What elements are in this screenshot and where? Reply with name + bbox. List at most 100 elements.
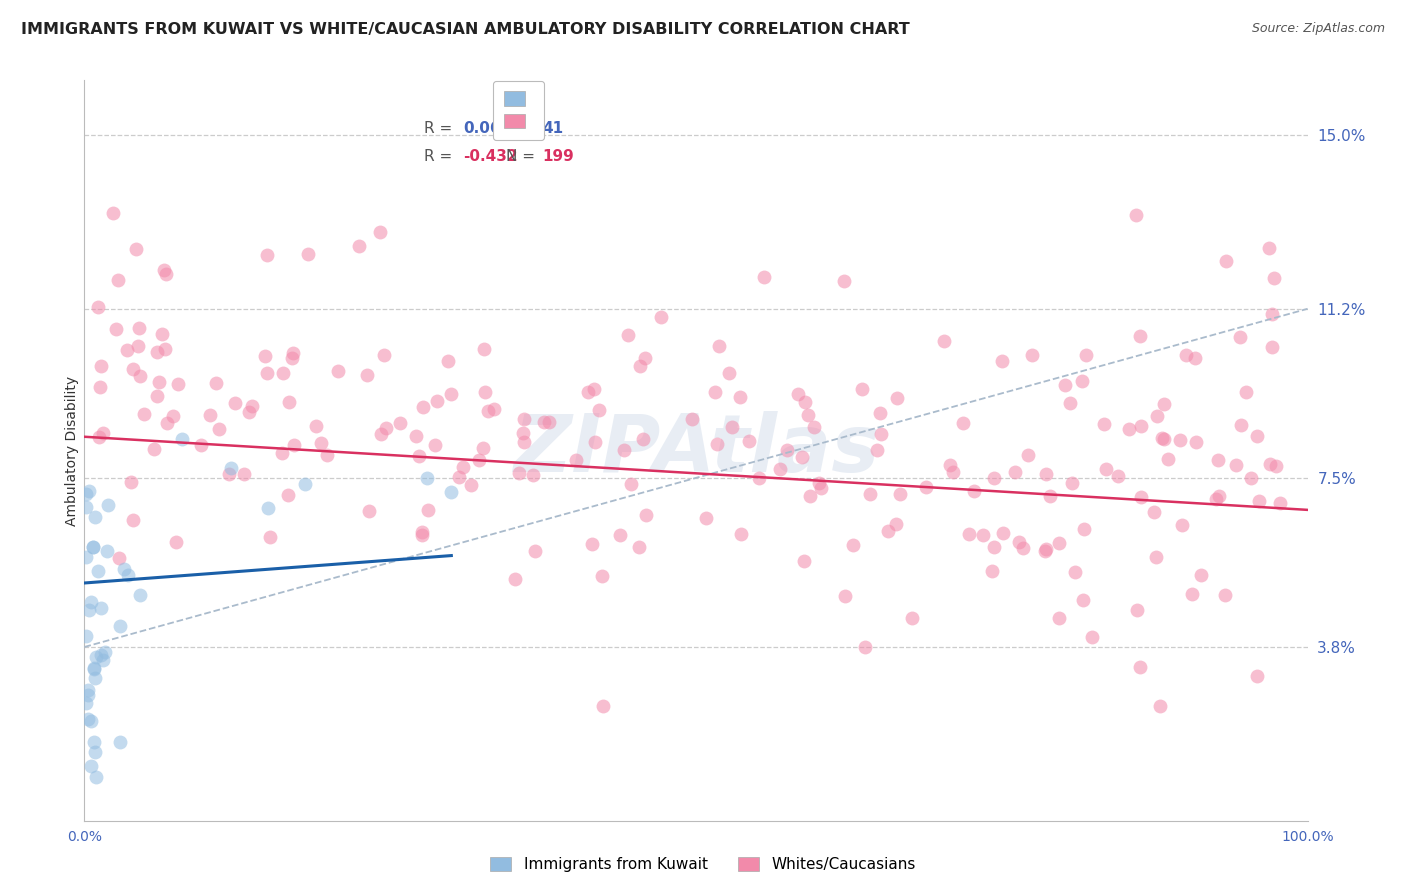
Point <box>889 487 911 501</box>
Point <box>533 415 555 429</box>
Text: R =: R = <box>425 121 457 136</box>
Point <box>87 430 110 444</box>
Point <box>297 247 319 261</box>
Point <box>972 528 994 542</box>
Point <box>1258 241 1281 255</box>
Text: 0.063: 0.063 <box>464 121 512 136</box>
Point <box>472 342 495 356</box>
Point <box>1258 457 1281 471</box>
Point <box>1125 208 1147 222</box>
Point <box>281 351 304 365</box>
Point <box>1225 458 1247 473</box>
Point <box>153 343 176 357</box>
Point <box>96 544 118 558</box>
Point <box>1171 517 1194 532</box>
Point <box>728 390 751 404</box>
Point <box>991 353 1014 368</box>
Point <box>238 404 260 418</box>
Point <box>1071 592 1094 607</box>
Point <box>474 385 496 400</box>
Point <box>83 735 105 749</box>
Point <box>75 629 97 643</box>
Point <box>83 661 105 675</box>
Point <box>609 528 631 542</box>
Point <box>1230 417 1253 432</box>
Point <box>309 436 332 450</box>
Point <box>359 504 381 518</box>
Point <box>408 449 430 463</box>
Point <box>1260 306 1282 320</box>
Point <box>233 467 256 481</box>
Point <box>585 435 607 450</box>
Point <box>634 508 657 523</box>
Point <box>834 589 856 603</box>
Point <box>146 344 169 359</box>
Point <box>142 442 165 456</box>
Point <box>426 394 449 409</box>
Point <box>1236 384 1258 399</box>
Point <box>1184 351 1206 366</box>
Point <box>440 484 463 499</box>
Point <box>77 688 100 702</box>
Point <box>90 600 112 615</box>
Point <box>1157 452 1180 467</box>
Point <box>616 328 638 343</box>
Point <box>439 386 461 401</box>
Point <box>87 564 110 578</box>
Point <box>513 411 536 425</box>
Point <box>808 476 831 491</box>
Point <box>165 535 187 549</box>
Point <box>1008 534 1031 549</box>
Point <box>1181 587 1204 601</box>
Point <box>107 273 129 287</box>
Y-axis label: Ambulatory Disability: Ambulatory Disability <box>65 376 79 525</box>
Point <box>75 696 97 710</box>
Text: IMMIGRANTS FROM KUWAIT VS WHITE/CAUCASIAN AMBULATORY DISABILITY CORRELATION CHAR: IMMIGRANTS FROM KUWAIT VS WHITE/CAUCASIA… <box>21 22 910 37</box>
Point <box>471 441 494 455</box>
Point <box>717 366 740 380</box>
Point <box>799 489 821 503</box>
Legend: Immigrants from Kuwait, Whites/Caucasians: Immigrants from Kuwait, Whites/Caucasian… <box>482 849 924 880</box>
Point <box>704 384 727 399</box>
Legend: , : , <box>494 80 544 140</box>
Point <box>1144 550 1167 565</box>
Point <box>1185 435 1208 450</box>
Point <box>803 419 825 434</box>
Point <box>695 510 717 524</box>
Point <box>932 334 955 348</box>
Point <box>259 530 281 544</box>
Point <box>508 467 530 481</box>
Point <box>356 368 378 382</box>
Point <box>1004 465 1026 479</box>
Point <box>416 503 439 517</box>
Point <box>1129 328 1152 343</box>
Point <box>167 376 190 391</box>
Point <box>752 270 775 285</box>
Point <box>89 380 111 394</box>
Point <box>1035 467 1057 481</box>
Point <box>1229 329 1251 343</box>
Point <box>477 403 499 417</box>
Point <box>1240 471 1263 485</box>
Point <box>1175 347 1198 361</box>
Point <box>370 427 392 442</box>
Point <box>389 416 412 430</box>
Point <box>1035 542 1057 557</box>
Point <box>121 362 143 376</box>
Point <box>1021 348 1043 362</box>
Point <box>82 540 104 554</box>
Point <box>84 745 107 759</box>
Point <box>1076 348 1098 362</box>
Point <box>1053 377 1076 392</box>
Text: ZIPAtlas: ZIPAtlas <box>513 411 879 490</box>
Point <box>1146 409 1168 424</box>
Point <box>583 383 606 397</box>
Point <box>271 446 294 460</box>
Point <box>91 653 114 667</box>
Text: 199: 199 <box>541 149 574 164</box>
Point <box>80 594 103 608</box>
Point <box>620 476 643 491</box>
Point <box>537 415 560 429</box>
Point <box>963 483 986 498</box>
Point <box>1130 490 1153 504</box>
